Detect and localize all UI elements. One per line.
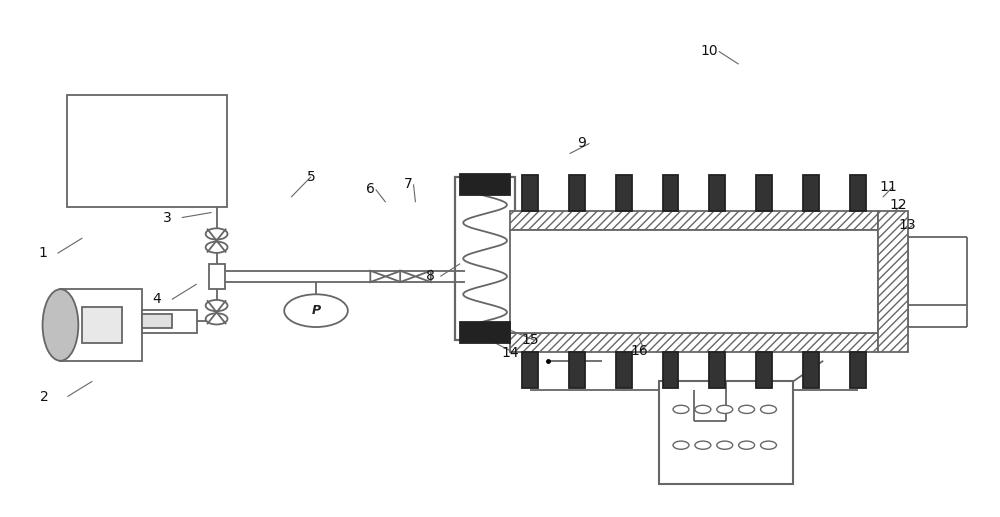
Text: 9: 9 xyxy=(577,136,586,150)
Bar xyxy=(460,174,510,194)
Circle shape xyxy=(673,441,689,449)
Text: 11: 11 xyxy=(879,180,897,194)
Bar xyxy=(455,177,515,340)
Circle shape xyxy=(739,441,755,449)
Circle shape xyxy=(206,241,228,253)
Polygon shape xyxy=(386,271,401,282)
Polygon shape xyxy=(400,271,415,282)
Bar xyxy=(460,323,510,343)
Bar xyxy=(803,175,819,211)
Bar xyxy=(663,175,678,211)
Bar xyxy=(756,175,772,211)
Text: 2: 2 xyxy=(40,390,49,404)
Circle shape xyxy=(673,405,689,414)
Bar xyxy=(510,332,878,352)
Circle shape xyxy=(761,441,776,449)
Circle shape xyxy=(206,229,228,239)
Bar xyxy=(60,289,142,361)
Bar xyxy=(82,307,122,343)
Circle shape xyxy=(717,441,733,449)
Text: 6: 6 xyxy=(366,183,375,196)
Text: 16: 16 xyxy=(630,344,648,358)
Circle shape xyxy=(739,405,755,414)
Text: 10: 10 xyxy=(700,44,718,58)
Bar xyxy=(569,175,585,211)
Bar xyxy=(569,352,585,388)
Circle shape xyxy=(284,294,348,327)
Text: 8: 8 xyxy=(426,269,435,283)
Bar xyxy=(616,175,632,211)
Text: 14: 14 xyxy=(501,346,519,360)
Bar xyxy=(217,271,465,282)
Bar xyxy=(67,95,227,207)
Polygon shape xyxy=(370,271,386,282)
Bar xyxy=(142,314,172,328)
Text: 7: 7 xyxy=(404,177,413,191)
Text: 5: 5 xyxy=(307,170,315,184)
Text: P: P xyxy=(311,304,321,317)
Bar xyxy=(756,352,772,388)
Bar xyxy=(616,352,632,388)
Circle shape xyxy=(761,405,776,414)
Bar xyxy=(510,211,878,231)
Circle shape xyxy=(695,405,711,414)
Bar xyxy=(522,352,538,388)
Ellipse shape xyxy=(43,289,78,361)
Circle shape xyxy=(695,441,711,449)
Bar xyxy=(709,175,725,211)
Bar xyxy=(850,352,866,388)
Circle shape xyxy=(206,300,228,311)
Bar xyxy=(803,352,819,388)
Bar xyxy=(659,381,793,483)
Polygon shape xyxy=(415,271,431,282)
Circle shape xyxy=(717,405,733,414)
Text: 12: 12 xyxy=(889,198,907,212)
Text: 4: 4 xyxy=(153,293,161,307)
Bar xyxy=(142,310,197,332)
Bar xyxy=(709,352,725,388)
Bar xyxy=(850,175,866,211)
Bar xyxy=(663,352,678,388)
Circle shape xyxy=(206,313,228,325)
Bar xyxy=(209,264,225,289)
Text: 1: 1 xyxy=(38,247,47,261)
Bar xyxy=(510,231,878,332)
Text: 13: 13 xyxy=(899,218,917,232)
Bar xyxy=(878,211,908,352)
Text: 15: 15 xyxy=(521,333,539,347)
Text: 3: 3 xyxy=(162,210,171,224)
Bar xyxy=(522,175,538,211)
